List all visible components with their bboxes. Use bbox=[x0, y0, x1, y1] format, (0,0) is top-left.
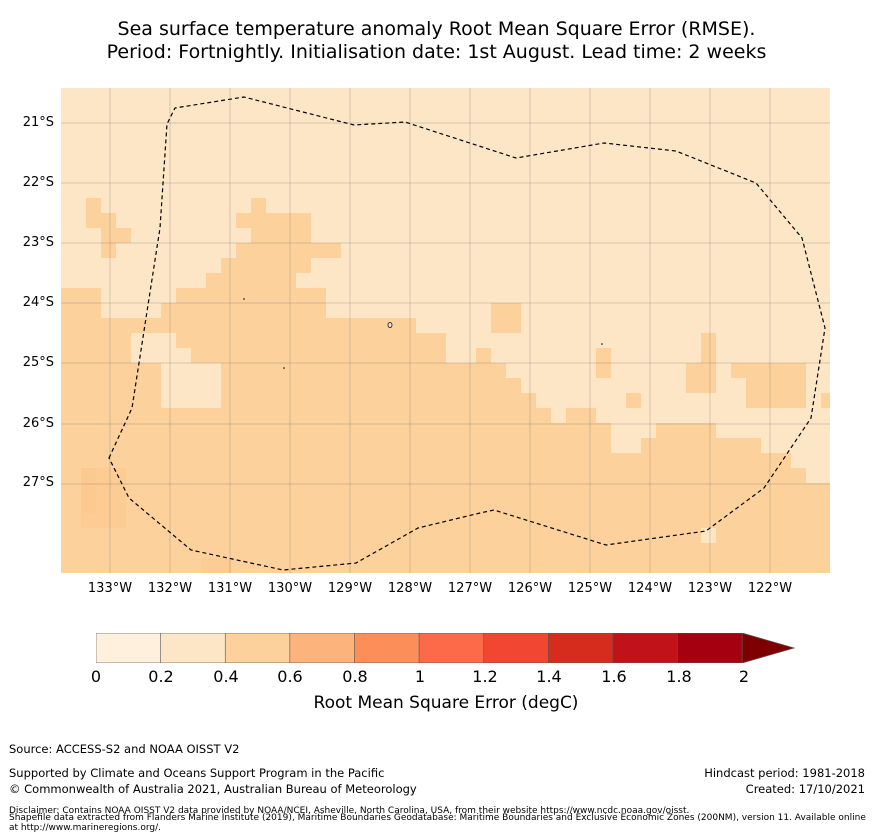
lon-label: 129°W bbox=[327, 581, 373, 596]
colorbar-tick: 0.8 bbox=[342, 667, 368, 686]
colorbar-segment bbox=[224, 633, 291, 663]
lon-label: 130°W bbox=[267, 581, 313, 596]
high-rmse-cell bbox=[201, 558, 231, 573]
colorbar bbox=[96, 633, 796, 663]
high-rmse-cell bbox=[101, 243, 116, 258]
high-rmse-cell bbox=[101, 228, 131, 243]
lat-label: 27°S bbox=[22, 475, 54, 490]
colorbar-tick: 1.8 bbox=[666, 667, 692, 686]
lon-label: 122°W bbox=[747, 581, 793, 596]
colorbar-tick: 1.4 bbox=[536, 667, 562, 686]
lon-label: 132°W bbox=[147, 581, 193, 596]
colorbar-segment bbox=[289, 633, 356, 663]
high-rmse-cell bbox=[101, 213, 116, 228]
lat-label: 24°S bbox=[22, 295, 54, 310]
colorbar-segment bbox=[612, 633, 679, 663]
disclaimer-line2: Shapefile data extracted from Flanders M… bbox=[9, 813, 866, 833]
colorbar-tick: 0.4 bbox=[213, 667, 239, 686]
lon-label: 126°W bbox=[507, 581, 553, 596]
lon-label: 127°W bbox=[447, 581, 493, 596]
lon-label: 131°W bbox=[207, 581, 253, 596]
colorbar-tick: 1 bbox=[414, 667, 426, 686]
high-rmse-cell bbox=[236, 213, 251, 228]
lon-label: 124°W bbox=[627, 581, 673, 596]
lat-label: 23°S bbox=[22, 235, 54, 250]
map-title-line2: Period: Fortnightly. Initialisation date… bbox=[106, 41, 767, 63]
colorbar-segment bbox=[418, 633, 485, 663]
colorbar-tick: 0 bbox=[90, 667, 102, 686]
low-rmse-cell bbox=[671, 408, 691, 423]
colorbar-tick: 0.6 bbox=[277, 667, 303, 686]
high-rmse-cell bbox=[821, 393, 830, 408]
low-rmse-cell bbox=[131, 348, 191, 363]
island-markers bbox=[243, 298, 603, 369]
colorbar-tick: 1.2 bbox=[472, 667, 498, 686]
lon-label: 128°W bbox=[387, 581, 433, 596]
low-rmse-cell bbox=[161, 363, 221, 408]
high-rmse-cell bbox=[746, 363, 806, 408]
high-rmse-cell bbox=[266, 213, 311, 228]
colorbar-segment bbox=[354, 633, 420, 663]
lon-label: 123°W bbox=[687, 581, 733, 596]
high-rmse-cell bbox=[491, 303, 521, 333]
colorbar-tick: 0.2 bbox=[148, 667, 174, 686]
colorbar-label: Root Mean Square Error (degC) bbox=[313, 693, 579, 713]
map-title-line1: Sea surface temperature anomaly Root Mea… bbox=[117, 18, 756, 40]
copyright-text: © Commonwealth of Australia 2021, Austra… bbox=[9, 782, 417, 796]
colorbar-segment bbox=[548, 633, 614, 663]
map-gridlines bbox=[61, 88, 830, 573]
low-rmse-cell bbox=[131, 333, 176, 348]
hindcast-period: Hindcast period: 1981-2018 bbox=[704, 766, 865, 780]
rmse-grid-cells bbox=[61, 198, 830, 573]
lat-label: 26°S bbox=[22, 416, 54, 431]
high-rmse-cell bbox=[626, 393, 641, 408]
supported-text: Supported by Climate and Oceans Support … bbox=[9, 766, 385, 780]
high-rmse-cell bbox=[86, 198, 101, 228]
high-rmse-cell bbox=[251, 198, 266, 213]
lat-label: 22°S bbox=[22, 175, 54, 190]
colorbar-tick: 2 bbox=[738, 667, 750, 686]
island-marker bbox=[243, 298, 245, 300]
island-marker bbox=[283, 367, 285, 369]
high-rmse-cell bbox=[731, 363, 746, 378]
colorbar-segment bbox=[160, 633, 226, 663]
high-rmse-cell bbox=[81, 468, 96, 513]
map-area bbox=[61, 88, 830, 573]
island-marker bbox=[601, 343, 603, 345]
colorbar-segment bbox=[96, 633, 162, 663]
disclaimer-line1: Disclaimer: Contains NOAA OISST V2 data … bbox=[9, 806, 690, 816]
rmse-map bbox=[61, 88, 830, 573]
island-marker bbox=[387, 322, 393, 328]
colorbar-extend-arrow bbox=[741, 633, 796, 663]
created-date: Created: 17/10/2021 bbox=[745, 782, 865, 796]
lon-label: 125°W bbox=[567, 581, 613, 596]
lon-label: 133°W bbox=[87, 581, 133, 596]
colorbar-segment bbox=[483, 633, 549, 663]
lat-label: 25°S bbox=[22, 355, 54, 370]
colorbar-segment bbox=[677, 633, 743, 663]
colorbar-tick: 1.6 bbox=[601, 667, 627, 686]
low-rmse-cell bbox=[701, 528, 716, 543]
high-rmse-cell bbox=[686, 363, 716, 393]
lat-label: 21°S bbox=[22, 115, 54, 130]
source-text: Source: ACCESS-S2 and NOAA OISST V2 bbox=[9, 742, 240, 756]
